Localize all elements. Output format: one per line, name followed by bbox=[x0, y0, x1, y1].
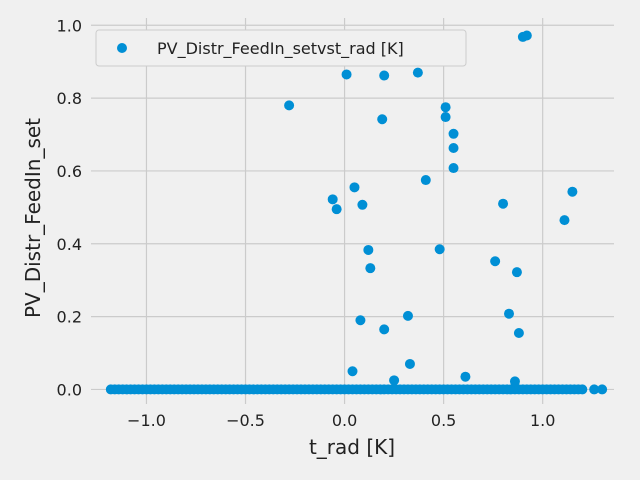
legend: PV_Distr_FeedIn_setvst_rad [K] bbox=[95, 29, 467, 67]
data-point bbox=[440, 112, 451, 123]
data-point bbox=[402, 310, 413, 321]
legend-box bbox=[95, 29, 467, 67]
data-point bbox=[567, 186, 578, 197]
legend-marker bbox=[117, 43, 127, 53]
x-tick-label: 1.0 bbox=[530, 411, 555, 430]
y-tick-label: 0.6 bbox=[57, 162, 82, 181]
data-point bbox=[513, 327, 524, 338]
y-tick-label: 0.8 bbox=[57, 89, 82, 108]
data-point bbox=[589, 384, 600, 395]
data-point bbox=[327, 194, 338, 205]
x-tick-label: −1.0 bbox=[127, 411, 166, 430]
y-tick-label: 0.0 bbox=[57, 380, 82, 399]
data-point bbox=[448, 163, 459, 174]
x-axis-ticks: −1.0 −0.5 0.0 0.5 1.0 bbox=[127, 411, 555, 430]
data-point bbox=[559, 215, 570, 226]
data-point bbox=[349, 182, 360, 193]
data-point bbox=[377, 114, 388, 125]
data-point bbox=[355, 315, 366, 326]
data-point bbox=[490, 256, 501, 267]
data-point bbox=[404, 358, 415, 369]
x-axis-label: t_rad [K] bbox=[309, 435, 395, 459]
data-point bbox=[440, 102, 451, 113]
data-point bbox=[460, 371, 471, 382]
legend-label: PV_Distr_FeedIn_setvst_rad [K] bbox=[157, 39, 404, 59]
data-point bbox=[420, 175, 431, 186]
data-point bbox=[365, 263, 376, 274]
data-point bbox=[412, 67, 423, 78]
data-point bbox=[379, 70, 390, 81]
data-point bbox=[577, 384, 588, 395]
data-point bbox=[521, 30, 532, 41]
x-tick-label: −0.5 bbox=[226, 411, 265, 430]
data-point bbox=[379, 324, 390, 335]
data-point bbox=[363, 244, 374, 255]
y-tick-label: 0.4 bbox=[57, 235, 82, 254]
data-point bbox=[347, 366, 358, 377]
data-point bbox=[448, 143, 459, 154]
data-point bbox=[511, 267, 522, 278]
data-point bbox=[284, 100, 295, 111]
grid bbox=[91, 18, 614, 404]
x-tick-label: 0.0 bbox=[332, 411, 357, 430]
data-points bbox=[105, 30, 608, 395]
data-point bbox=[448, 128, 459, 139]
data-point bbox=[509, 376, 520, 387]
y-tick-label: 0.2 bbox=[57, 308, 82, 327]
y-axis-ticks: 0.0 0.2 0.4 0.6 0.8 1.0 bbox=[57, 16, 82, 399]
y-axis-label: PV_Distr_FeedIn_set bbox=[21, 118, 45, 318]
data-point bbox=[389, 375, 400, 386]
data-point bbox=[357, 199, 368, 210]
data-point bbox=[504, 308, 515, 319]
data-point bbox=[434, 244, 445, 255]
data-point bbox=[331, 204, 342, 215]
x-tick-label: 0.5 bbox=[431, 411, 456, 430]
data-point bbox=[341, 69, 352, 80]
y-tick-label: 1.0 bbox=[57, 16, 82, 35]
data-point bbox=[597, 384, 608, 395]
data-point bbox=[498, 198, 509, 209]
